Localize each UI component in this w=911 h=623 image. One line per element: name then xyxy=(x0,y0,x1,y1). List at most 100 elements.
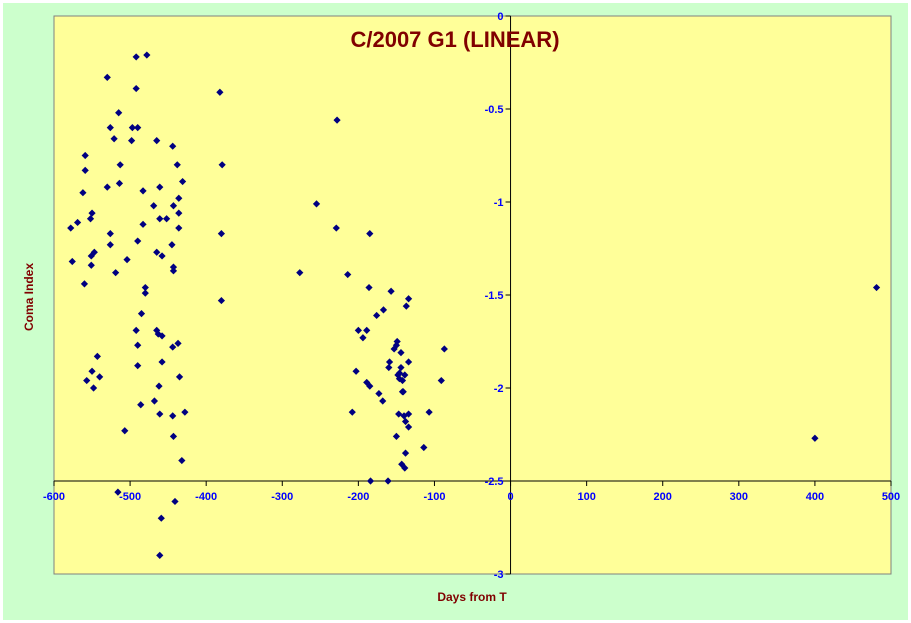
data-point xyxy=(103,183,111,191)
y-tick-label: -2 xyxy=(494,383,504,395)
data-point xyxy=(385,358,394,366)
data-point xyxy=(158,332,166,340)
tick-labels: -600 -500 -400 -300 -200 -100 0 100 200 300 400 500… xyxy=(43,11,900,581)
data-point xyxy=(173,161,181,169)
data-point xyxy=(88,209,96,217)
data-point xyxy=(67,224,75,232)
data-point xyxy=(156,410,164,418)
data-point xyxy=(174,339,182,347)
data-point xyxy=(143,51,151,59)
data-point xyxy=(169,142,177,150)
data-point xyxy=(79,189,87,197)
data-point xyxy=(132,84,140,93)
data-point xyxy=(88,367,96,375)
data-point xyxy=(175,194,183,202)
data-point xyxy=(344,270,352,279)
data-point xyxy=(93,352,101,360)
data-point xyxy=(397,363,405,372)
data-point xyxy=(181,408,189,416)
data-point xyxy=(150,397,159,405)
data-point xyxy=(395,375,404,383)
data-point xyxy=(397,349,405,357)
data-point xyxy=(872,283,881,292)
data-point xyxy=(392,432,401,440)
data-point xyxy=(128,137,136,145)
data-point xyxy=(440,345,448,353)
data-point xyxy=(398,388,407,396)
data-point xyxy=(385,363,393,372)
y-tick-label: -2.5 xyxy=(485,476,504,488)
x-tick-label: 0 xyxy=(507,491,513,503)
data-point xyxy=(121,427,129,435)
x-tick-label: 400 xyxy=(806,491,824,503)
data-point xyxy=(169,412,177,420)
data-point xyxy=(87,261,95,269)
data-point xyxy=(137,310,146,318)
data-point xyxy=(390,345,398,353)
data-point xyxy=(420,443,428,452)
data-point xyxy=(312,200,321,208)
data-point xyxy=(217,296,225,305)
data-point xyxy=(115,109,123,117)
data-point xyxy=(401,371,409,379)
x-tick-label: -200 xyxy=(347,491,369,503)
data-point xyxy=(115,179,124,187)
x-tick-label: -300 xyxy=(271,491,293,503)
data-point xyxy=(348,408,356,416)
data-point xyxy=(86,215,95,223)
data-point xyxy=(404,358,413,366)
data-point xyxy=(139,220,147,228)
data-point xyxy=(156,215,164,223)
data-point xyxy=(398,376,407,385)
data-point xyxy=(354,326,362,334)
data-point xyxy=(217,230,225,238)
data-point xyxy=(366,230,374,238)
y-tick-label: -3 xyxy=(494,569,504,581)
data-point xyxy=(106,230,114,238)
data-point xyxy=(128,124,136,132)
x-axis-title: Days from T xyxy=(437,590,507,604)
data-point xyxy=(89,384,98,392)
data-point xyxy=(150,202,158,210)
axes xyxy=(53,15,892,575)
data-point xyxy=(156,551,164,559)
y-tick-label: -1.5 xyxy=(485,290,504,302)
data-points xyxy=(67,51,881,559)
data-point xyxy=(134,124,142,132)
data-point xyxy=(106,241,114,249)
data-point xyxy=(134,237,142,245)
data-point xyxy=(158,358,166,366)
data-point xyxy=(68,257,76,266)
data-point xyxy=(352,367,360,375)
x-tick-label: -600 xyxy=(43,491,65,503)
data-point xyxy=(401,417,410,426)
x-tick-label: -500 xyxy=(119,491,141,503)
data-point xyxy=(134,341,142,349)
data-point xyxy=(218,161,226,169)
data-point xyxy=(114,488,122,496)
data-point xyxy=(156,183,164,191)
data-point xyxy=(333,116,341,124)
data-point xyxy=(398,460,406,468)
data-point xyxy=(365,283,373,292)
data-point xyxy=(112,269,120,277)
data-point xyxy=(83,376,91,385)
x-tick-label: -400 xyxy=(195,491,217,503)
data-point xyxy=(169,202,178,210)
data-point xyxy=(80,280,89,288)
data-point xyxy=(116,161,124,169)
data-point xyxy=(216,88,224,96)
x-tick-label: 300 xyxy=(730,491,748,503)
x-tick-label: 500 xyxy=(882,491,900,503)
y-tick-label: -0.5 xyxy=(485,104,504,116)
data-point xyxy=(169,432,178,440)
data-point xyxy=(110,135,118,143)
data-point xyxy=(425,408,433,416)
data-point xyxy=(379,306,388,314)
data-point xyxy=(178,177,187,186)
data-point xyxy=(87,252,95,260)
data-point xyxy=(178,456,186,465)
data-point xyxy=(373,311,381,320)
